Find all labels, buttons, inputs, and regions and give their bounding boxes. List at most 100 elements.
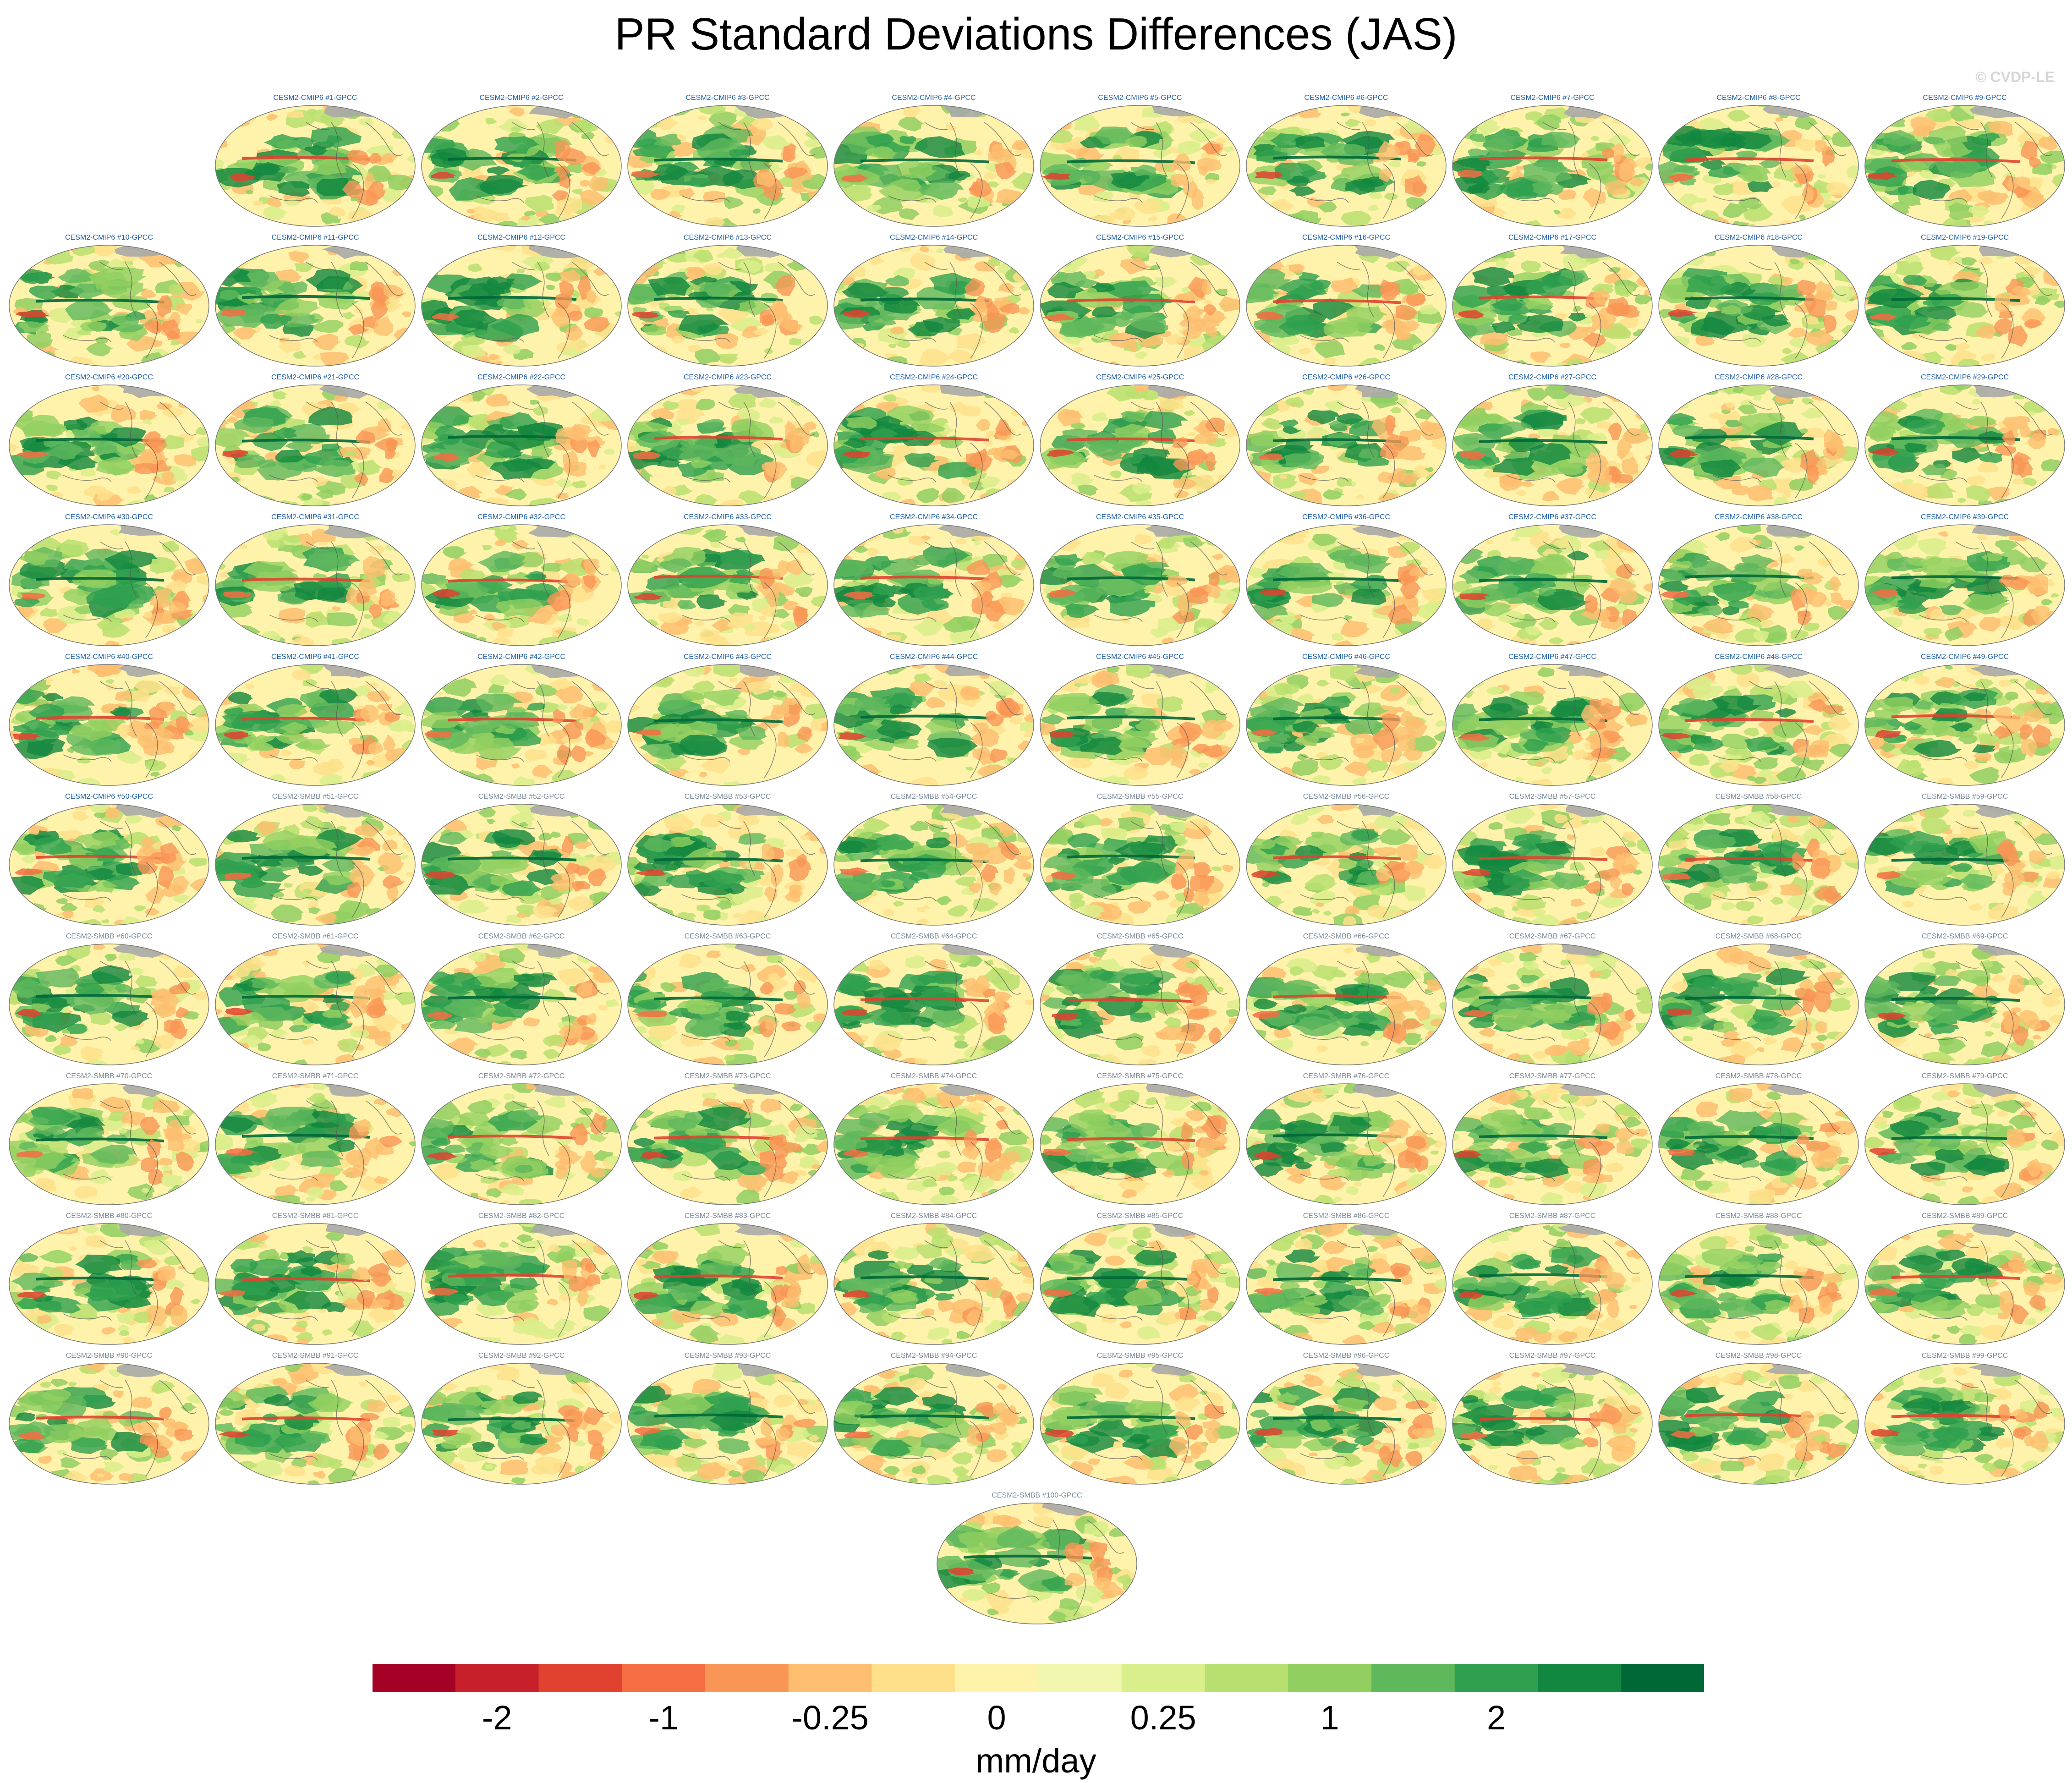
map-panel: CESM2-CMIP6 #21-GPCC [214,373,416,511]
global-map [833,1223,1034,1345]
panel-title: CESM2-CMIP6 #7-GPCC [1510,94,1595,102]
map-panel: CESM2-CMIP6 #7-GPCC [1452,94,1653,231]
global-map [9,1363,209,1485]
global-map [215,664,416,786]
global-map [1040,944,1240,1065]
map-panel: CESM2-SMBB #69-GPCC [1864,933,2066,1070]
colorbar-swatch [1121,1663,1205,1693]
map-panel: CESM2-CMIP6 #37-GPCC [1452,513,1653,651]
map-panel: CESM2-SMBB #75-GPCC [1039,1072,1241,1210]
map-panel: CESM2-CMIP6 #46-GPCC [1245,653,1447,790]
panel-title: CESM2-SMBB #67-GPCC [1509,933,1596,940]
map-panel: CESM2-CMIP6 #35-GPCC [1039,513,1241,651]
colorbar-swatch [455,1663,539,1693]
map-panel: CESM2-CMIP6 #40-GPCC [8,653,210,790]
map-panel: CESM2-SMBB #95-GPCC [1039,1352,1241,1489]
map-panel: CESM2-CMIP6 #8-GPCC [1658,94,1859,231]
map-panel: CESM2-CMIP6 #16-GPCC [1245,234,1447,371]
panel-title: CESM2-SMBB #98-GPCC [1715,1352,1802,1360]
panel-title: CESM2-CMIP6 #25-GPCC [1096,373,1184,381]
global-map [421,944,622,1065]
panel-title: CESM2-CMIP6 #16-GPCC [1302,234,1391,241]
colorbar-swatch [955,1663,1039,1693]
map-panel: CESM2-CMIP6 #27-GPCC [1452,373,1653,511]
map-panel: CESM2-CMIP6 #45-GPCC [1039,653,1241,790]
global-map [1452,1223,1653,1345]
panel-title: CESM2-CMIP6 #4-GPCC [892,94,976,102]
map-panel: CESM2-SMBB #76-GPCC [1245,1072,1447,1210]
map-panel: CESM2-CMIP6 #42-GPCC [421,653,622,790]
map-panel: CESM2-SMBB #96-GPCC [1245,1352,1447,1489]
panel-title: CESM2-CMIP6 #36-GPCC [1302,513,1391,521]
colorbar-tick-label: 2 [1487,1699,1506,1737]
panel-title: CESM2-CMIP6 #40-GPCC [65,653,153,661]
panel-title: CESM2-SMBB #86-GPCC [1303,1212,1390,1220]
map-panel: CESM2-SMBB #83-GPCC [627,1212,828,1350]
global-map [1246,664,1447,786]
map-panel: CESM2-SMBB #54-GPCC [833,793,1035,930]
global-map [1864,524,2065,646]
global-map [627,1363,828,1485]
map-panel: CESM2-SMBB #73-GPCC [627,1072,828,1210]
map-panel: CESM2-CMIP6 #34-GPCC [833,513,1035,651]
map-panel: CESM2-CMIP6 #50-GPCC [8,793,210,930]
panel-title: CESM2-SMBB #95-GPCC [1096,1352,1184,1360]
colorbar-tick-label: -2 [482,1699,512,1737]
panel-title: CESM2-CMIP6 #23-GPCC [683,373,772,381]
map-panel: CESM2-CMIP6 #14-GPCC [833,234,1035,371]
colorbar-units: mm/day [976,1742,1096,1780]
map-panel: CESM2-SMBB #90-GPCC [8,1352,210,1489]
global-map [1864,245,2065,367]
panel-title: CESM2-SMBB #82-GPCC [478,1212,565,1220]
map-panel: CESM2-SMBB #62-GPCC [421,933,622,1070]
map-panel: CESM2-SMBB #88-GPCC [1658,1212,1859,1350]
global-map [833,524,1034,646]
panel-title: CESM2-SMBB #69-GPCC [1921,933,2008,940]
colorbar-swatch [372,1663,456,1693]
global-map [1040,1083,1240,1205]
map-panel: CESM2-CMIP6 #33-GPCC [627,513,828,651]
global-map [1452,664,1653,786]
panel-title: CESM2-SMBB #72-GPCC [478,1072,565,1080]
panel-title: CESM2-CMIP6 #26-GPCC [1302,373,1391,381]
map-panel: CESM2-CMIP6 #23-GPCC [627,373,828,511]
panel-title: CESM2-CMIP6 #28-GPCC [1714,373,1803,381]
panel-title: CESM2-CMIP6 #24-GPCC [889,373,978,381]
colorbar-swatch [705,1663,789,1693]
panel-title: CESM2-CMIP6 #44-GPCC [889,653,978,661]
panel-title: CESM2-SMBB #59-GPCC [1921,793,2008,801]
map-panel: CESM2-SMBB #79-GPCC [1864,1072,2066,1210]
panel-title: CESM2-CMIP6 #34-GPCC [889,513,978,521]
panel-title: CESM2-CMIP6 #29-GPCC [1920,373,2009,381]
map-panel: CESM2-CMIP6 #9-GPCC [1864,94,2066,231]
panel-title: CESM2-SMBB #80-GPCC [66,1212,153,1220]
panel-title: CESM2-SMBB #54-GPCC [890,793,977,801]
map-panel: CESM2-SMBB #92-GPCC [421,1352,622,1489]
global-map [1452,944,1653,1065]
map-panel: CESM2-CMIP6 #1-GPCC [214,94,416,231]
map-panel: CESM2-CMIP6 #38-GPCC [1658,513,1859,651]
map-panel: CESM2-SMBB #97-GPCC [1452,1352,1653,1489]
panel-title: CESM2-SMBB #66-GPCC [1303,933,1390,940]
panel-title: CESM2-CMIP6 #8-GPCC [1716,94,1801,102]
panel-title: CESM2-SMBB #77-GPCC [1509,1072,1596,1080]
global-map [1658,1363,1859,1485]
map-panel: CESM2-CMIP6 #19-GPCC [1864,234,2066,371]
panel-title: CESM2-SMBB #55-GPCC [1096,793,1184,801]
global-map [1040,1363,1240,1485]
global-map [1864,944,2065,1065]
global-map [1658,384,1859,506]
global-map [1246,1083,1447,1205]
global-map [833,804,1034,926]
colorbar-tick-label: -0.25 [791,1699,869,1737]
colorbar-tick-label: 1 [1320,1699,1339,1737]
global-map [833,384,1034,506]
panel-title: CESM2-SMBB #92-GPCC [478,1352,565,1360]
global-map [1452,105,1653,227]
map-panel: CESM2-CMIP6 #39-GPCC [1864,513,2066,651]
panel-title: CESM2-SMBB #100-GPCC [992,1492,1082,1499]
map-panel: CESM2-CMIP6 #47-GPCC [1452,653,1653,790]
global-map [1452,1083,1653,1205]
global-map [215,944,416,1065]
